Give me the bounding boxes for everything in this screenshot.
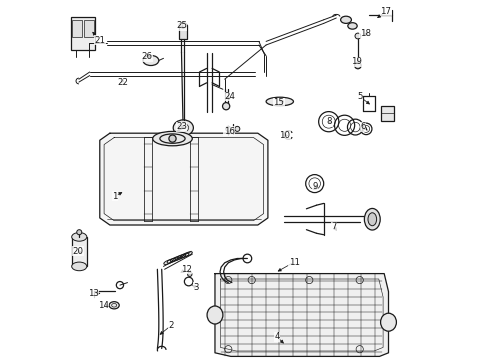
Ellipse shape xyxy=(347,23,356,29)
Ellipse shape xyxy=(152,131,192,146)
Text: 14: 14 xyxy=(98,301,109,310)
Text: 11: 11 xyxy=(288,258,299,266)
Bar xyxy=(72,237,87,266)
Text: 22: 22 xyxy=(117,77,128,86)
Text: 19: 19 xyxy=(351,57,362,66)
Bar xyxy=(380,106,393,121)
Text: 15: 15 xyxy=(273,98,284,107)
Polygon shape xyxy=(100,133,267,225)
Text: 26: 26 xyxy=(141,52,152,61)
Ellipse shape xyxy=(206,306,223,324)
Text: 17: 17 xyxy=(379,7,390,16)
Circle shape xyxy=(354,62,361,69)
Ellipse shape xyxy=(179,22,186,28)
Ellipse shape xyxy=(72,233,87,241)
Circle shape xyxy=(222,103,229,110)
Text: 13: 13 xyxy=(88,289,99,298)
Ellipse shape xyxy=(367,213,376,226)
Text: 12: 12 xyxy=(180,265,191,274)
Ellipse shape xyxy=(173,120,193,136)
Circle shape xyxy=(225,126,230,131)
Text: 16: 16 xyxy=(224,127,234,136)
Text: 20: 20 xyxy=(73,247,83,256)
Text: 25: 25 xyxy=(176,21,186,30)
Circle shape xyxy=(187,272,192,276)
Bar xyxy=(72,20,82,37)
Text: 4: 4 xyxy=(274,332,279,341)
Ellipse shape xyxy=(340,16,351,23)
Text: 8: 8 xyxy=(326,117,331,126)
Text: 2: 2 xyxy=(167,321,173,330)
Text: 10: 10 xyxy=(279,130,290,139)
Polygon shape xyxy=(215,274,387,356)
Bar xyxy=(84,20,94,37)
Bar xyxy=(179,25,186,39)
Text: 23: 23 xyxy=(176,122,186,131)
Text: 9: 9 xyxy=(311,182,317,191)
Ellipse shape xyxy=(364,208,380,230)
Circle shape xyxy=(77,230,81,235)
Circle shape xyxy=(168,135,176,142)
Text: 24: 24 xyxy=(224,92,234,101)
Bar xyxy=(71,17,95,50)
Text: 18: 18 xyxy=(359,29,370,37)
Text: 5: 5 xyxy=(356,92,362,101)
Ellipse shape xyxy=(142,55,159,66)
Ellipse shape xyxy=(265,97,293,106)
Circle shape xyxy=(354,33,360,39)
Text: 21: 21 xyxy=(94,36,105,45)
Circle shape xyxy=(234,126,239,131)
Ellipse shape xyxy=(109,302,119,309)
Ellipse shape xyxy=(380,313,396,331)
Text: 6: 6 xyxy=(360,122,366,131)
Text: 1: 1 xyxy=(112,192,118,201)
Ellipse shape xyxy=(72,262,87,271)
Text: 3: 3 xyxy=(193,283,198,292)
Text: 7: 7 xyxy=(330,222,336,231)
